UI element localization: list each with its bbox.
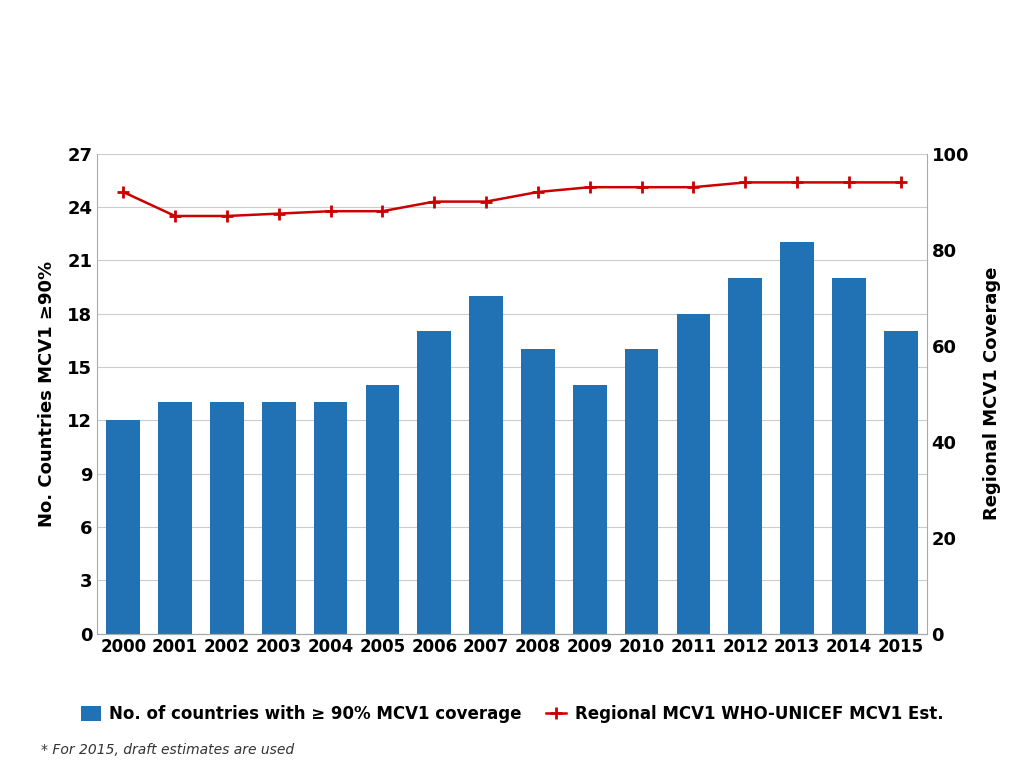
Bar xyxy=(728,278,762,634)
Text: * For 2015, draft estimates are used: * For 2015, draft estimates are used xyxy=(41,743,294,757)
Bar xyxy=(366,385,399,634)
Legend: No. of countries with ≥ 90% MCV1 coverage, Regional MCV1 WHO-UNICEF MCV1 Est.: No. of countries with ≥ 90% MCV1 coverag… xyxy=(73,697,951,732)
Bar xyxy=(418,331,452,634)
Bar xyxy=(884,331,918,634)
Y-axis label: Regional MCV1 Coverage: Regional MCV1 Coverage xyxy=(983,267,1001,520)
Bar xyxy=(780,243,814,634)
Text: countries reaching >90% coverage. 2000 – 2015. (N=27): countries reaching >90% coverage. 2000 –… xyxy=(0,88,1024,121)
Text: WHO UNICEF MCV1 coverage estimates, and number of: WHO UNICEF MCV1 coverage estimates, and … xyxy=(0,31,1024,64)
Y-axis label: No. Countries MCV1 ≥90%: No. Countries MCV1 ≥90% xyxy=(38,260,56,527)
Bar xyxy=(677,313,711,634)
Bar xyxy=(106,420,140,634)
Bar xyxy=(262,402,296,634)
Bar xyxy=(158,402,191,634)
Bar xyxy=(521,349,555,634)
Bar xyxy=(313,402,347,634)
Bar xyxy=(833,278,866,634)
Bar xyxy=(210,402,244,634)
Bar xyxy=(625,349,658,634)
Bar xyxy=(572,385,606,634)
Bar xyxy=(469,296,503,634)
